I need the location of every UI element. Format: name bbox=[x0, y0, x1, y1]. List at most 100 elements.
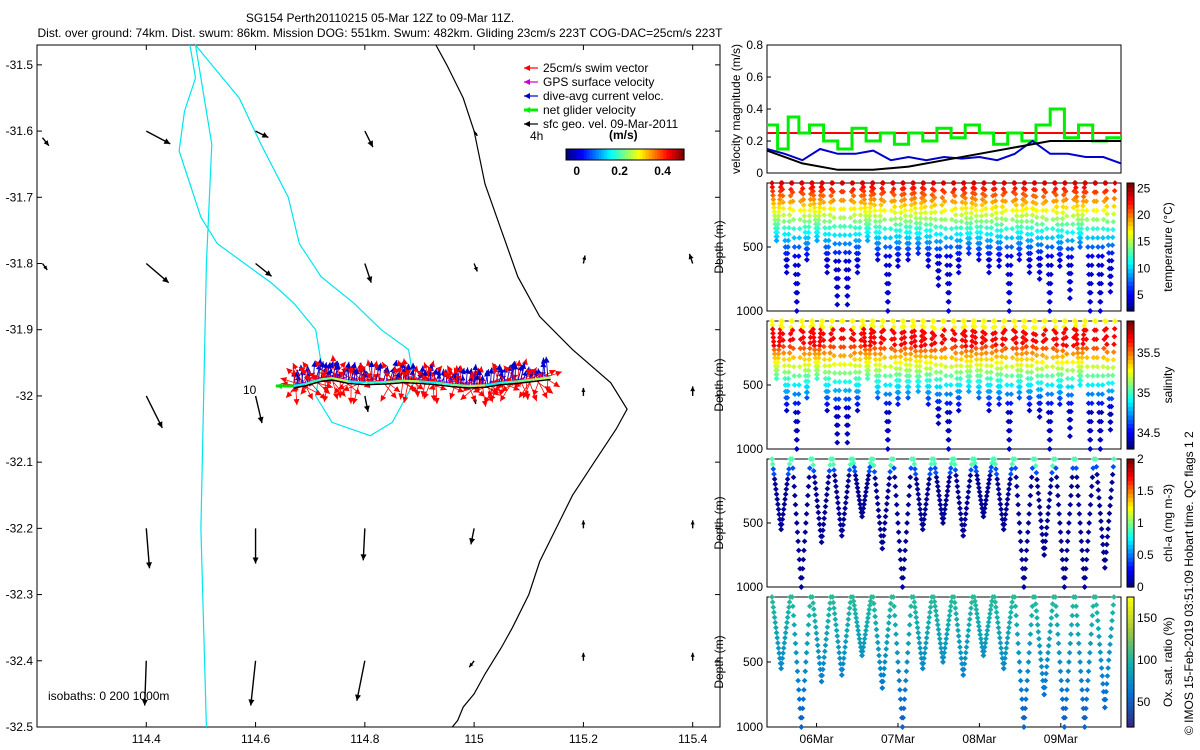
profile-data-point bbox=[771, 351, 778, 357]
profile-data-point bbox=[1057, 257, 1064, 264]
profile-data-point bbox=[806, 356, 813, 363]
profile-data-point bbox=[1077, 244, 1083, 250]
profile-data-point bbox=[855, 250, 862, 257]
profile-data-point bbox=[983, 212, 989, 218]
profile-data-point bbox=[1012, 196, 1019, 203]
swim-vector-arrow-head bbox=[319, 372, 327, 378]
profile-data-point bbox=[961, 180, 968, 186]
swim-vector-arrow-head bbox=[404, 369, 412, 376]
profile-data-point bbox=[796, 556, 803, 563]
colorbar-cell bbox=[580, 149, 585, 160]
profile-data-point bbox=[1110, 219, 1117, 225]
profile-data-point bbox=[939, 332, 946, 339]
profile-data-point bbox=[957, 244, 963, 250]
profile-data-point bbox=[832, 240, 838, 247]
geo-velocity-arrow bbox=[364, 130, 374, 148]
glider-track-segment bbox=[348, 380, 365, 384]
profile-data-point bbox=[1095, 391, 1102, 397]
profile-data-point bbox=[802, 529, 809, 535]
profile-data-point bbox=[977, 240, 983, 247]
profile-data-point bbox=[845, 267, 852, 273]
profile-colorbar-cell bbox=[1127, 636, 1134, 641]
profile-data-point bbox=[1110, 226, 1116, 233]
profile-data-point bbox=[922, 341, 928, 348]
profile-data-point bbox=[1018, 229, 1024, 236]
profile-data-point bbox=[823, 497, 829, 504]
profile-data-point bbox=[1090, 207, 1097, 214]
profile-data-point bbox=[1080, 193, 1087, 200]
swim-vector-arrow-head bbox=[501, 385, 509, 392]
profile-data-point bbox=[1094, 363, 1101, 370]
profile-data-point bbox=[1003, 235, 1010, 241]
profile-data-point bbox=[920, 318, 927, 324]
profile-data-point bbox=[954, 375, 960, 382]
dive-avg-current-arrow-head bbox=[498, 366, 505, 373]
profile-data-point bbox=[1075, 359, 1082, 365]
profile-data-point bbox=[1004, 253, 1011, 259]
dive-avg-current-arrow-head bbox=[328, 361, 335, 369]
profile-data-point bbox=[779, 192, 786, 199]
profile-data-point bbox=[1082, 318, 1089, 324]
profile-data-point bbox=[830, 326, 836, 333]
profile-colorbar-cell bbox=[1127, 238, 1134, 244]
profile-data-point bbox=[824, 401, 831, 408]
profile-data-point bbox=[776, 346, 782, 353]
profile-data-point bbox=[1111, 203, 1117, 210]
dive-avg-current-arrow-head bbox=[377, 362, 384, 369]
profile-data-point bbox=[1049, 373, 1056, 379]
profile-data-point bbox=[1084, 373, 1091, 379]
dive-avg-current-arrow bbox=[543, 356, 550, 378]
profile-data-point bbox=[1089, 391, 1095, 397]
profile-data-point bbox=[921, 192, 928, 198]
profile-data-point bbox=[1042, 318, 1049, 324]
profile-data-point bbox=[1110, 364, 1116, 371]
profile-data-point bbox=[897, 359, 904, 366]
geo-velocity-arrow bbox=[690, 520, 695, 529]
profile-colorbar-cell bbox=[1127, 644, 1134, 650]
profile-data-point bbox=[1073, 193, 1080, 200]
profile-data-point bbox=[812, 351, 818, 357]
profile-data-point bbox=[872, 213, 878, 219]
profile-data-point bbox=[1095, 253, 1102, 259]
profile-data-point bbox=[937, 246, 943, 252]
profile-data-point bbox=[1001, 180, 1008, 186]
profile-colorbar-cell bbox=[1127, 221, 1134, 227]
profile-data-point bbox=[861, 334, 868, 341]
profile-data-point bbox=[1055, 227, 1061, 234]
swim-vector-arrow-head bbox=[337, 392, 344, 399]
profile-data-point bbox=[1088, 427, 1094, 434]
profile-data-point bbox=[1017, 378, 1024, 385]
profile-data-point bbox=[951, 318, 957, 324]
swim-vector-arrow-head bbox=[457, 386, 465, 393]
profile-data-point bbox=[1027, 388, 1034, 395]
profile-data-point bbox=[1002, 198, 1009, 205]
profile-data-point bbox=[946, 289, 953, 296]
profile-data-point bbox=[823, 491, 830, 498]
profile-data-point bbox=[800, 334, 807, 341]
profile-data-point bbox=[926, 251, 932, 258]
profile-data-point bbox=[977, 235, 984, 241]
glider-track-segment bbox=[320, 376, 333, 381]
profile-colorbar-cell bbox=[1127, 662, 1134, 667]
profile-data-point bbox=[1049, 235, 1056, 241]
legend-label-geo: sfc geo. vel. 09-Mar-2011 bbox=[543, 117, 679, 131]
profile-data-point bbox=[883, 391, 889, 397]
profile-data-point bbox=[810, 462, 816, 468]
profile-data-point bbox=[857, 343, 864, 350]
profile-data-point bbox=[1059, 215, 1066, 222]
profile-data-point bbox=[804, 384, 811, 390]
profile-data-point bbox=[916, 373, 923, 380]
legend-swatch-0 bbox=[524, 65, 538, 71]
colorbar-cell bbox=[678, 149, 682, 160]
profile-data-point bbox=[862, 213, 869, 219]
profile-data-point bbox=[999, 341, 1006, 348]
profile-data-point bbox=[891, 336, 898, 342]
profile-data-point bbox=[1062, 180, 1069, 186]
profile-data-point bbox=[1026, 263, 1033, 270]
profile-data-point bbox=[937, 369, 944, 376]
profile-data-point bbox=[1053, 192, 1059, 198]
profile-data-point bbox=[1055, 371, 1062, 378]
profile-data-point bbox=[993, 347, 1000, 354]
profile-data-point bbox=[1099, 253, 1106, 259]
